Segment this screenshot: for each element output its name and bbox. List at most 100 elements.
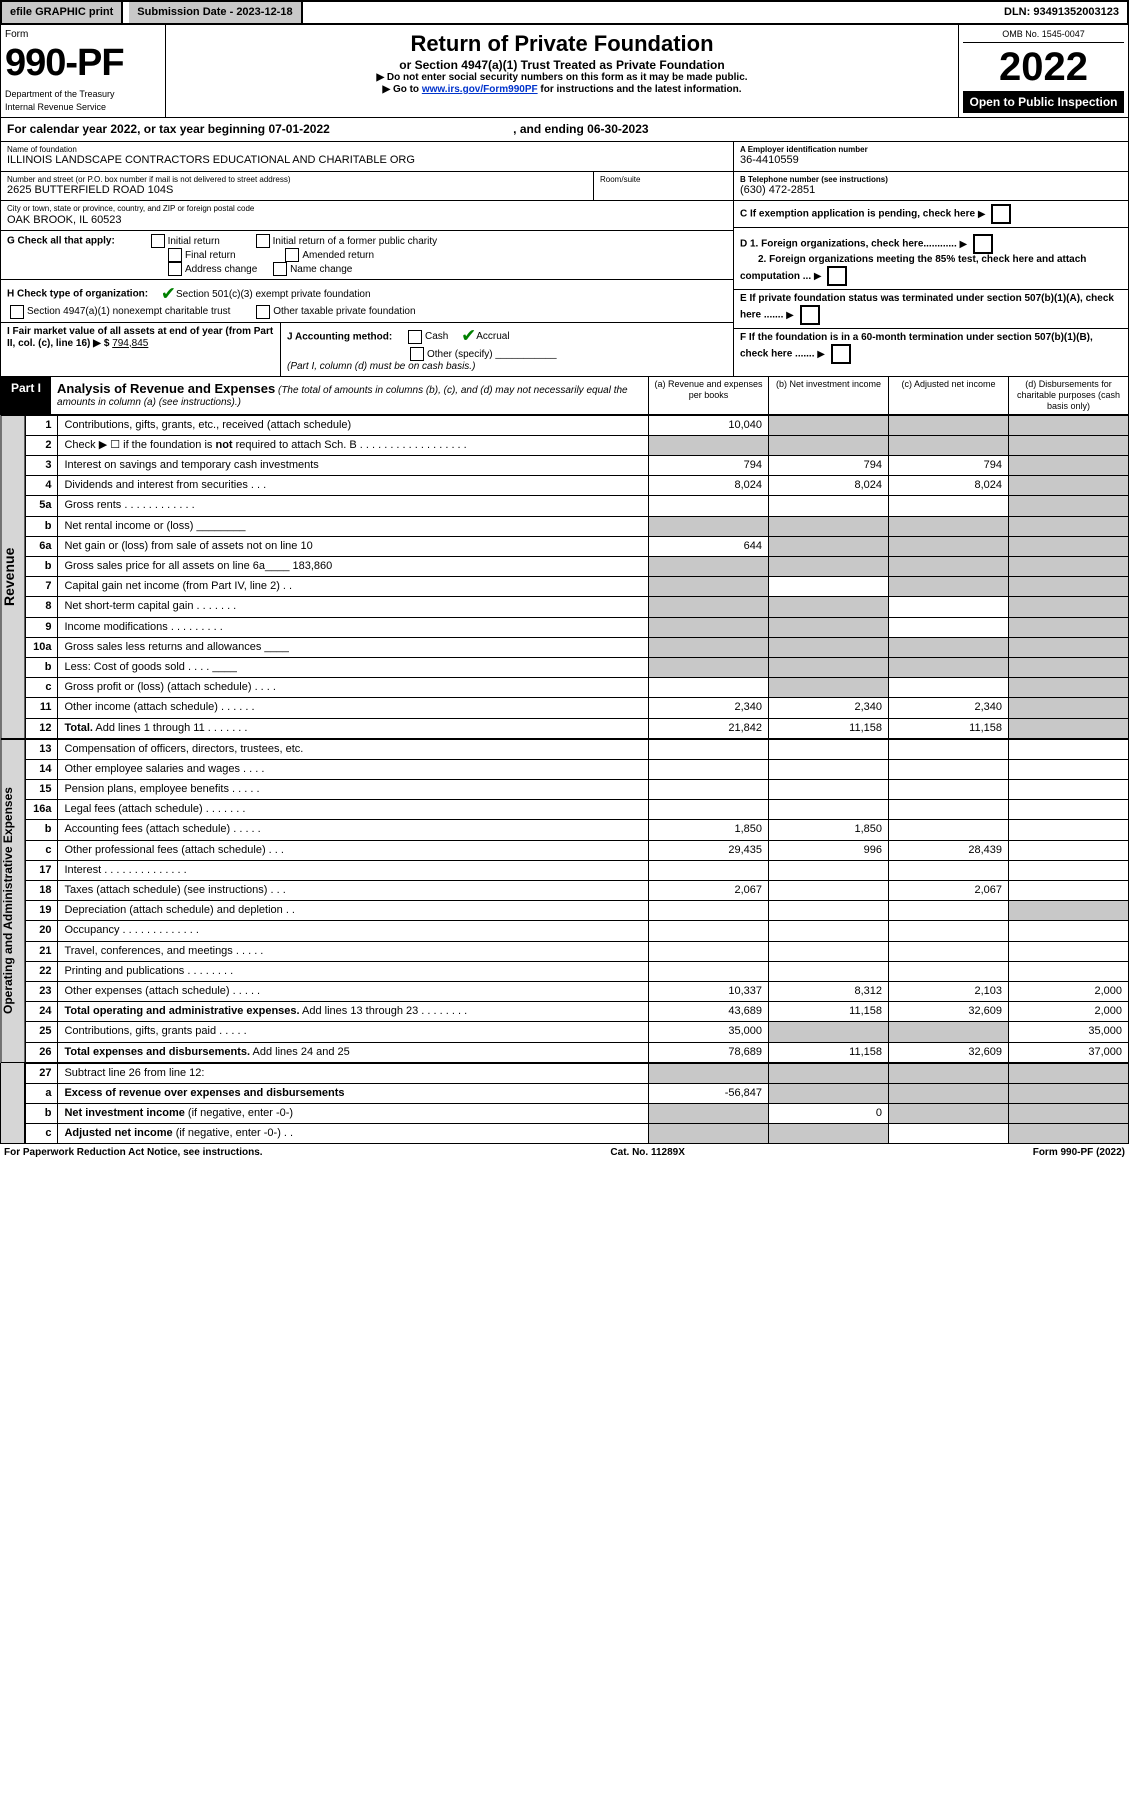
g-o2: Initial return of a former public charit… [273, 236, 438, 247]
row-label: Other expenses (attach schedule) . . . .… [58, 981, 649, 1001]
tax-year: 2022 [963, 43, 1124, 91]
f-cell: F If the foundation is in a 60-month ter… [734, 329, 1128, 367]
col-b-value [769, 759, 889, 779]
j-other-checkbox[interactable] [410, 347, 424, 361]
col-c-value: 2,340 [889, 698, 1009, 718]
g-initial-checkbox[interactable] [151, 234, 165, 248]
row-number: c [26, 840, 58, 860]
d2-lbl: 2. Foreign organizations meeting the 85%… [740, 254, 1086, 282]
e-checkbox[interactable] [800, 305, 820, 325]
row-number: 23 [26, 981, 58, 1001]
ein-lbl: A Employer identification number [740, 145, 1122, 155]
row-number: 8 [26, 597, 58, 617]
table-row: 20Occupancy . . . . . . . . . . . . . [26, 921, 1129, 941]
row-label: Other income (attach schedule) . . . . .… [58, 698, 649, 718]
col-b-value [769, 1083, 889, 1103]
c-checkbox[interactable] [991, 204, 1011, 224]
col-a-value [649, 516, 769, 536]
submission-date: Submission Date - 2023-12-18 [129, 2, 302, 23]
col-d-value [1009, 759, 1129, 779]
expense-side-label: Operating and Administrative Expenses [0, 739, 25, 1063]
col-b-value [769, 941, 889, 961]
col-d-value [1009, 800, 1129, 820]
table-row: bNet rental income or (loss) ________ [26, 516, 1129, 536]
col-b-hdr: (b) Net investment income [768, 377, 888, 413]
dln: DLN: 93491352003123 [996, 2, 1127, 23]
table-row: 17Interest . . . . . . . . . . . . . . [26, 860, 1129, 880]
arrow-icon [817, 349, 825, 360]
row-label: Net rental income or (loss) ________ [58, 516, 649, 536]
col-c-value [889, 617, 1009, 637]
h-other-checkbox[interactable] [256, 305, 270, 319]
col-b-value [769, 1124, 889, 1144]
c-lbl: C If exemption application is pending, c… [740, 209, 975, 220]
col-d-value [1009, 456, 1129, 476]
h-4947-checkbox[interactable] [10, 305, 24, 319]
g-o6-wrap: Name change [270, 264, 352, 275]
row-label: Net short-term capital gain . . . . . . … [58, 597, 649, 617]
col-a-value [649, 435, 769, 455]
table-row: cAdjusted net income (if negative, enter… [26, 1124, 1129, 1144]
j-o1: Cash [425, 331, 448, 342]
row-label: Gross rents . . . . . . . . . . . . [58, 496, 649, 516]
foundation-name: ILLINOIS LANDSCAPE CONTRACTORS EDUCATION… [7, 154, 727, 167]
col-b-value [769, 1063, 889, 1083]
col-c-value [889, 941, 1009, 961]
col-b-value: 0 [769, 1104, 889, 1124]
d2-checkbox[interactable] [827, 266, 847, 286]
ghij-left: G Check all that apply: Initial return I… [1, 231, 733, 376]
col-d-value [1009, 901, 1129, 921]
calendar-year-row: For calendar year 2022, or tax year begi… [0, 118, 1129, 141]
fmv-value: 794,845 [112, 338, 148, 349]
col-c-value [889, 820, 1009, 840]
f-checkbox[interactable] [831, 344, 851, 364]
city-state-zip: OAK BROOK, IL 60523 [7, 214, 727, 227]
col-c-value [889, 1124, 1009, 1144]
col-c-value [889, 1063, 1009, 1083]
bottom-table: 27Subtract line 26 from line 12:aExcess … [25, 1063, 1129, 1145]
col-a-value [649, 496, 769, 516]
revenue-table: 1Contributions, gifts, grants, etc., rec… [25, 415, 1129, 739]
col-d-value [1009, 1104, 1129, 1124]
col-d-value [1009, 678, 1129, 698]
col-c-value: 32,609 [889, 1002, 1009, 1022]
g-name-checkbox[interactable] [273, 262, 287, 276]
table-row: 6aNet gain or (loss) from sale of assets… [26, 536, 1129, 556]
g-initial-former-checkbox[interactable] [256, 234, 270, 248]
g-final-checkbox[interactable] [168, 248, 182, 262]
row-label: Subtract line 26 from line 12: [58, 1063, 649, 1083]
col-a-value [649, 1063, 769, 1083]
col-a-value [649, 617, 769, 637]
table-row: 5aGross rents . . . . . . . . . . . . [26, 496, 1129, 516]
row-number: 24 [26, 1002, 58, 1022]
col-c-value: 32,609 [889, 1042, 1009, 1062]
col-b-value [769, 860, 889, 880]
h-o1: Section 501(c)(3) exempt private foundat… [176, 289, 371, 300]
row-number: 20 [26, 921, 58, 941]
efile-print-button[interactable]: efile GRAPHIC print [2, 2, 123, 23]
header-right: OMB No. 1545-0047 2022 Open to Public In… [958, 25, 1128, 117]
col-a-value: 43,689 [649, 1002, 769, 1022]
j-cash-checkbox[interactable] [408, 330, 422, 344]
irs-link[interactable]: www.irs.gov/Form990PF [422, 84, 538, 95]
col-a-value [649, 597, 769, 617]
h-o2: Section 4947(a)(1) nonexempt charitable … [27, 306, 230, 317]
col-a-value [649, 961, 769, 981]
col-a-value: 2,340 [649, 698, 769, 718]
row-number: 12 [26, 718, 58, 738]
col-d-value [1009, 941, 1129, 961]
col-b-value [769, 657, 889, 677]
col-b-value: 8,024 [769, 476, 889, 496]
row-number: b [26, 516, 58, 536]
col-d-value [1009, 1063, 1129, 1083]
g-amended-checkbox[interactable] [285, 248, 299, 262]
col-d-value [1009, 496, 1129, 516]
d1-checkbox[interactable] [973, 234, 993, 254]
check-icon: ✔ [461, 326, 476, 346]
col-c-value [889, 860, 1009, 880]
col-a-value [649, 921, 769, 941]
col-d-value [1009, 820, 1129, 840]
row-label: Compensation of officers, directors, tru… [58, 739, 649, 759]
g-address-checkbox[interactable] [168, 262, 182, 276]
col-b-value: 1,850 [769, 820, 889, 840]
